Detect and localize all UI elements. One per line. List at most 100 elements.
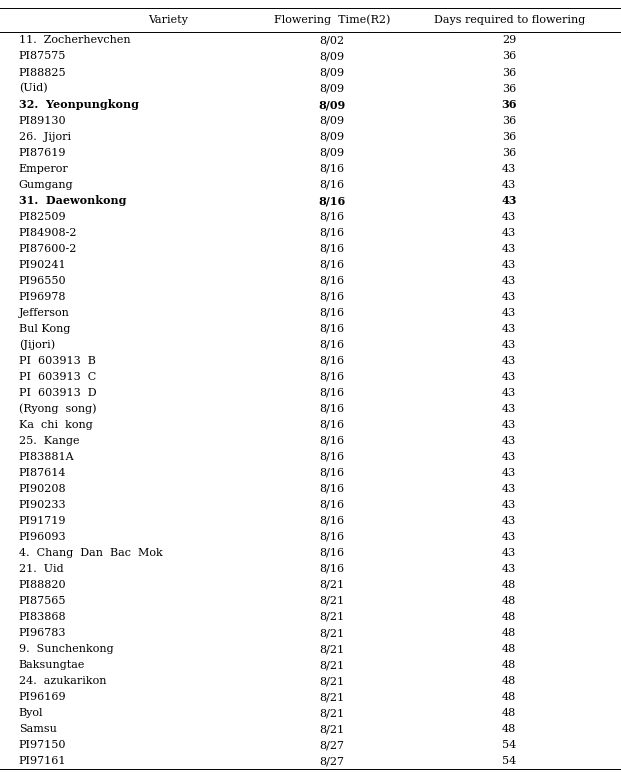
Text: Bul Kong: Bul Kong — [19, 324, 70, 334]
Text: 43: 43 — [502, 484, 516, 494]
Text: 8/21: 8/21 — [320, 580, 345, 590]
Text: Flowering  Time(R2): Flowering Time(R2) — [274, 15, 391, 26]
Text: PI96093: PI96093 — [19, 532, 66, 542]
Text: PI87600-2: PI87600-2 — [19, 243, 77, 254]
Text: 8/21: 8/21 — [320, 676, 345, 686]
Text: 48: 48 — [502, 644, 516, 654]
Text: 8/16: 8/16 — [320, 276, 345, 286]
Text: 8/09: 8/09 — [320, 115, 345, 125]
Text: PI97150: PI97150 — [19, 740, 66, 750]
Text: Gumgang: Gumgang — [19, 179, 73, 189]
Text: 8/16: 8/16 — [320, 227, 345, 237]
Text: 36: 36 — [502, 83, 516, 94]
Text: 43: 43 — [502, 179, 516, 189]
Text: 8/09: 8/09 — [320, 67, 345, 77]
Text: 43: 43 — [502, 212, 516, 222]
Text: 8/21: 8/21 — [320, 612, 345, 622]
Text: 8/21: 8/21 — [320, 628, 345, 638]
Text: 43: 43 — [502, 404, 516, 414]
Text: 43: 43 — [502, 243, 516, 254]
Text: 48: 48 — [502, 676, 516, 686]
Text: 43: 43 — [502, 195, 517, 206]
Text: PI91719: PI91719 — [19, 516, 66, 526]
Text: 8/16: 8/16 — [320, 436, 345, 446]
Text: PI  603913  D: PI 603913 D — [19, 388, 96, 398]
Text: 8/16: 8/16 — [320, 532, 345, 542]
Text: 8/21: 8/21 — [320, 692, 345, 702]
Text: 43: 43 — [502, 164, 516, 174]
Text: 8/16: 8/16 — [320, 260, 345, 270]
Text: 8/16: 8/16 — [320, 324, 345, 334]
Text: PI88820: PI88820 — [19, 580, 66, 590]
Text: 48: 48 — [502, 708, 516, 718]
Text: 43: 43 — [502, 500, 516, 510]
Text: 8/16: 8/16 — [320, 308, 345, 318]
Text: 8/16: 8/16 — [320, 372, 345, 382]
Text: Emperor: Emperor — [19, 164, 68, 174]
Text: PI96169: PI96169 — [19, 692, 66, 702]
Text: 8/16: 8/16 — [320, 340, 345, 349]
Text: 8/21: 8/21 — [320, 644, 345, 654]
Text: 8/16: 8/16 — [320, 516, 345, 526]
Text: 8/21: 8/21 — [320, 724, 345, 734]
Text: 48: 48 — [502, 612, 516, 622]
Text: (Uid): (Uid) — [19, 83, 47, 94]
Text: 21.  Uid: 21. Uid — [19, 564, 63, 574]
Text: 54: 54 — [502, 740, 516, 750]
Text: 26.  Jijori: 26. Jijori — [19, 131, 71, 141]
Text: 11.  Zocherhevchen: 11. Zocherhevchen — [19, 36, 130, 46]
Text: 8/09: 8/09 — [320, 83, 345, 94]
Text: 43: 43 — [502, 516, 516, 526]
Text: PI96978: PI96978 — [19, 291, 66, 301]
Text: 36: 36 — [502, 115, 516, 125]
Text: 36: 36 — [502, 99, 517, 110]
Text: 8/09: 8/09 — [320, 148, 345, 158]
Text: 32.  Yeonpungkong: 32. Yeonpungkong — [19, 99, 138, 110]
Text: PI90241: PI90241 — [19, 260, 66, 270]
Text: Samsu: Samsu — [19, 724, 57, 734]
Text: PI89130: PI89130 — [19, 115, 66, 125]
Text: 43: 43 — [502, 276, 516, 286]
Text: PI96550: PI96550 — [19, 276, 66, 286]
Text: 8/16: 8/16 — [320, 484, 345, 494]
Text: 8/16: 8/16 — [320, 164, 345, 174]
Text: 8/09: 8/09 — [319, 99, 346, 110]
Text: 48: 48 — [502, 660, 516, 670]
Text: 8/21: 8/21 — [320, 708, 345, 718]
Text: 8/16: 8/16 — [320, 420, 345, 430]
Text: PI97161: PI97161 — [19, 756, 66, 766]
Text: Days required to flowering: Days required to flowering — [433, 15, 585, 25]
Text: 9.  Sunchenkong: 9. Sunchenkong — [19, 644, 113, 654]
Text: PI82509: PI82509 — [19, 212, 66, 222]
Text: 43: 43 — [502, 548, 516, 558]
Text: 8/16: 8/16 — [319, 195, 346, 206]
Text: PI87575: PI87575 — [19, 52, 66, 62]
Text: 43: 43 — [502, 227, 516, 237]
Text: 8/27: 8/27 — [320, 756, 345, 766]
Text: PI87614: PI87614 — [19, 468, 66, 478]
Text: 43: 43 — [502, 340, 516, 349]
Text: 8/21: 8/21 — [320, 596, 345, 606]
Text: PI  603913  B: PI 603913 B — [19, 356, 96, 366]
Text: 8/21: 8/21 — [320, 660, 345, 670]
Text: 25.  Kange: 25. Kange — [19, 436, 79, 446]
Text: 4.  Chang  Dan  Bac  Mok: 4. Chang Dan Bac Mok — [19, 548, 162, 558]
Text: 8/02: 8/02 — [320, 36, 345, 46]
Text: 43: 43 — [502, 291, 516, 301]
Text: 8/16: 8/16 — [320, 291, 345, 301]
Text: 48: 48 — [502, 596, 516, 606]
Text: 8/16: 8/16 — [320, 179, 345, 189]
Text: 8/09: 8/09 — [320, 52, 345, 62]
Text: (Jijori): (Jijori) — [19, 339, 55, 350]
Text: 48: 48 — [502, 692, 516, 702]
Text: (Ryong  song): (Ryong song) — [19, 404, 96, 414]
Text: 8/16: 8/16 — [320, 212, 345, 222]
Text: 43: 43 — [502, 532, 516, 542]
Text: 31.  Daewonkong: 31. Daewonkong — [19, 195, 126, 206]
Text: 43: 43 — [502, 260, 516, 270]
Text: 8/16: 8/16 — [320, 564, 345, 574]
Text: 36: 36 — [502, 131, 516, 141]
Text: PI87565: PI87565 — [19, 596, 66, 606]
Text: 43: 43 — [502, 356, 516, 366]
Text: PI88825: PI88825 — [19, 67, 66, 77]
